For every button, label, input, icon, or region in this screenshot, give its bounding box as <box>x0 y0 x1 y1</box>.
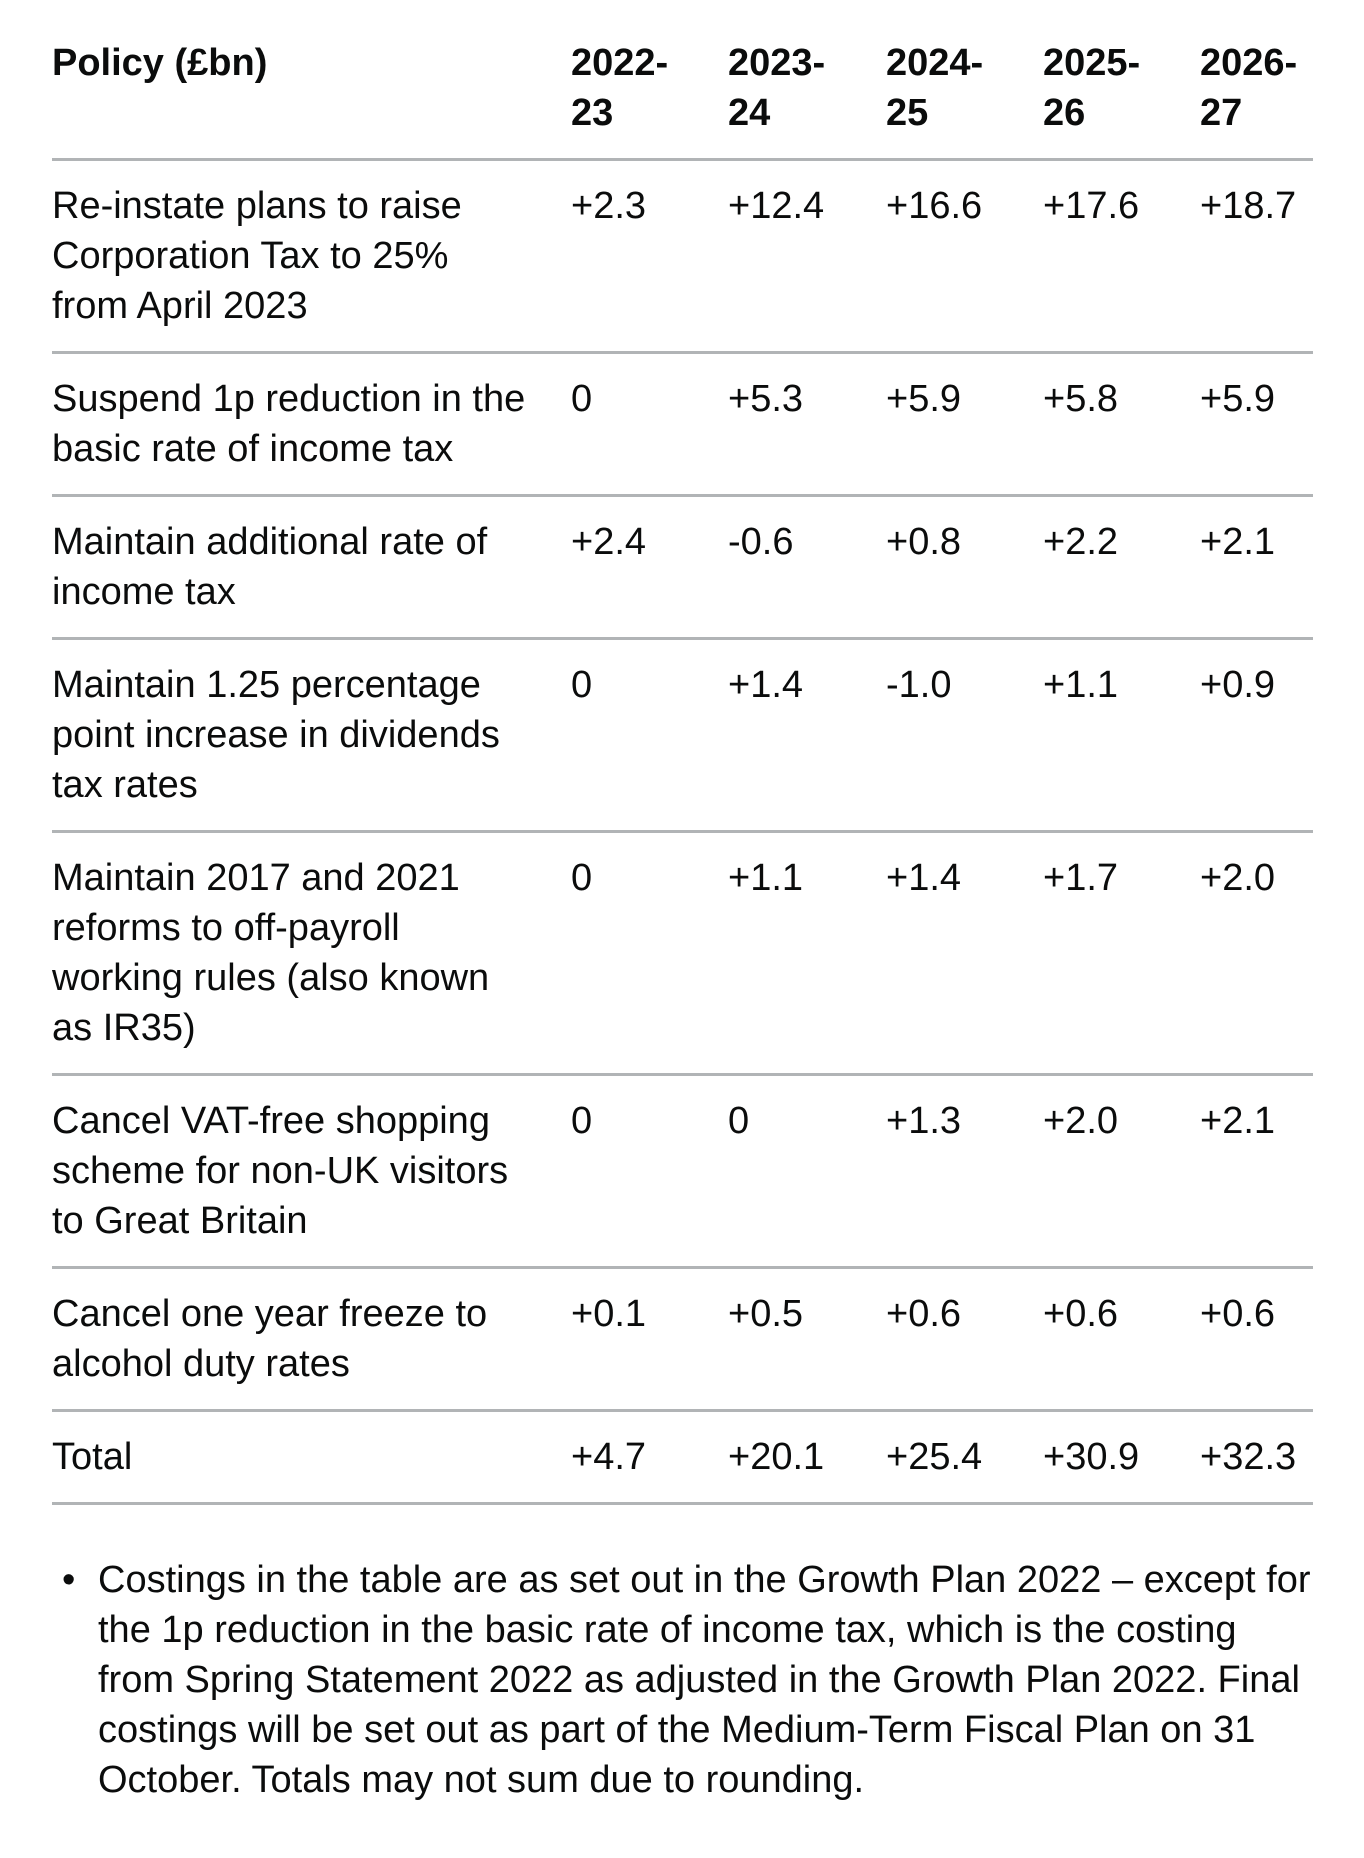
policy-column-header: Policy (£bn) <box>52 18 571 161</box>
header-row: Policy (£bn) 2022- 23 2023- 24 2024- 25 … <box>52 18 1313 161</box>
value-cell: 0 <box>571 352 728 497</box>
table-row: Re-instate plans to raise Corporation Ta… <box>52 159 1313 354</box>
value-cell: 0 <box>571 1074 728 1269</box>
year-column-header: 2026- 27 <box>1200 18 1313 161</box>
value-cell: +2.0 <box>1200 831 1313 1076</box>
value-cell: +18.7 <box>1200 159 1313 354</box>
table-row: Maintain 2017 and 2021 reforms to off-pa… <box>52 831 1313 1076</box>
total-row: Total +4.7 +20.1 +25.4 +30.9 +32.3 <box>52 1410 1313 1505</box>
policy-cell: Maintain 2017 and 2021 reforms to off-pa… <box>52 831 571 1076</box>
policy-costings-table: Policy (£bn) 2022- 23 2023- 24 2024- 25 … <box>52 18 1313 1505</box>
footnote-item: Costings in the table are as set out in … <box>52 1555 1313 1805</box>
table-row: Maintain 1.25 percentage point increase … <box>52 638 1313 833</box>
value-cell: +0.6 <box>1043 1267 1200 1412</box>
value-cell: +2.4 <box>571 495 728 640</box>
table-row: Cancel one year freeze to alcohol duty r… <box>52 1267 1313 1412</box>
table-row: Suspend 1p reduction in the basic rate o… <box>52 352 1313 497</box>
table-row: Cancel VAT-free shopping scheme for non-… <box>52 1074 1313 1269</box>
total-value-cell: +30.9 <box>1043 1410 1200 1505</box>
value-cell: +2.1 <box>1200 495 1313 640</box>
total-value-cell: +20.1 <box>728 1410 886 1505</box>
total-value-cell: +4.7 <box>571 1410 728 1505</box>
value-cell: 0 <box>728 1074 886 1269</box>
value-cell: +5.8 <box>1043 352 1200 497</box>
value-cell: +1.1 <box>728 831 886 1076</box>
value-cell: +0.6 <box>1200 1267 1313 1412</box>
policy-cell: Cancel one year freeze to alcohol duty r… <box>52 1267 571 1412</box>
table-row: Maintain additional rate of income tax +… <box>52 495 1313 640</box>
year-column-header: 2023- 24 <box>728 18 886 161</box>
value-cell: +1.3 <box>886 1074 1043 1269</box>
policy-cell: Re-instate plans to raise Corporation Ta… <box>52 159 571 354</box>
footnotes-list: Costings in the table are as set out in … <box>52 1555 1313 1805</box>
value-cell: +16.6 <box>886 159 1043 354</box>
value-cell: +1.4 <box>886 831 1043 1076</box>
value-cell: +2.2 <box>1043 495 1200 640</box>
value-cell: +17.6 <box>1043 159 1200 354</box>
table-header: Policy (£bn) 2022- 23 2023- 24 2024- 25 … <box>52 18 1313 161</box>
value-cell: +0.5 <box>728 1267 886 1412</box>
value-cell: -0.6 <box>728 495 886 640</box>
policy-cell: Suspend 1p reduction in the basic rate o… <box>52 352 571 497</box>
policy-cell: Maintain additional rate of income tax <box>52 495 571 640</box>
total-value-cell: +25.4 <box>886 1410 1043 1505</box>
total-label-cell: Total <box>52 1410 571 1505</box>
year-column-header: 2024- 25 <box>886 18 1043 161</box>
value-cell: 0 <box>571 638 728 833</box>
value-cell: 0 <box>571 831 728 1076</box>
value-cell: +2.3 <box>571 159 728 354</box>
value-cell: -1.0 <box>886 638 1043 833</box>
policy-cell: Maintain 1.25 percentage point increase … <box>52 638 571 833</box>
value-cell: +1.4 <box>728 638 886 833</box>
policy-cell: Cancel VAT-free shopping scheme for non-… <box>52 1074 571 1269</box>
value-cell: +2.1 <box>1200 1074 1313 1269</box>
value-cell: +0.9 <box>1200 638 1313 833</box>
value-cell: +0.1 <box>571 1267 728 1412</box>
total-value-cell: +32.3 <box>1200 1410 1313 1505</box>
year-column-header: 2025- 26 <box>1043 18 1200 161</box>
value-cell: +5.9 <box>1200 352 1313 497</box>
value-cell: +5.3 <box>728 352 886 497</box>
value-cell: +1.1 <box>1043 638 1200 833</box>
value-cell: +5.9 <box>886 352 1043 497</box>
value-cell: +12.4 <box>728 159 886 354</box>
table-body: Re-instate plans to raise Corporation Ta… <box>52 159 1313 1505</box>
value-cell: +2.0 <box>1043 1074 1200 1269</box>
year-column-header: 2022- 23 <box>571 18 728 161</box>
value-cell: +0.8 <box>886 495 1043 640</box>
value-cell: +1.7 <box>1043 831 1200 1076</box>
value-cell: +0.6 <box>886 1267 1043 1412</box>
